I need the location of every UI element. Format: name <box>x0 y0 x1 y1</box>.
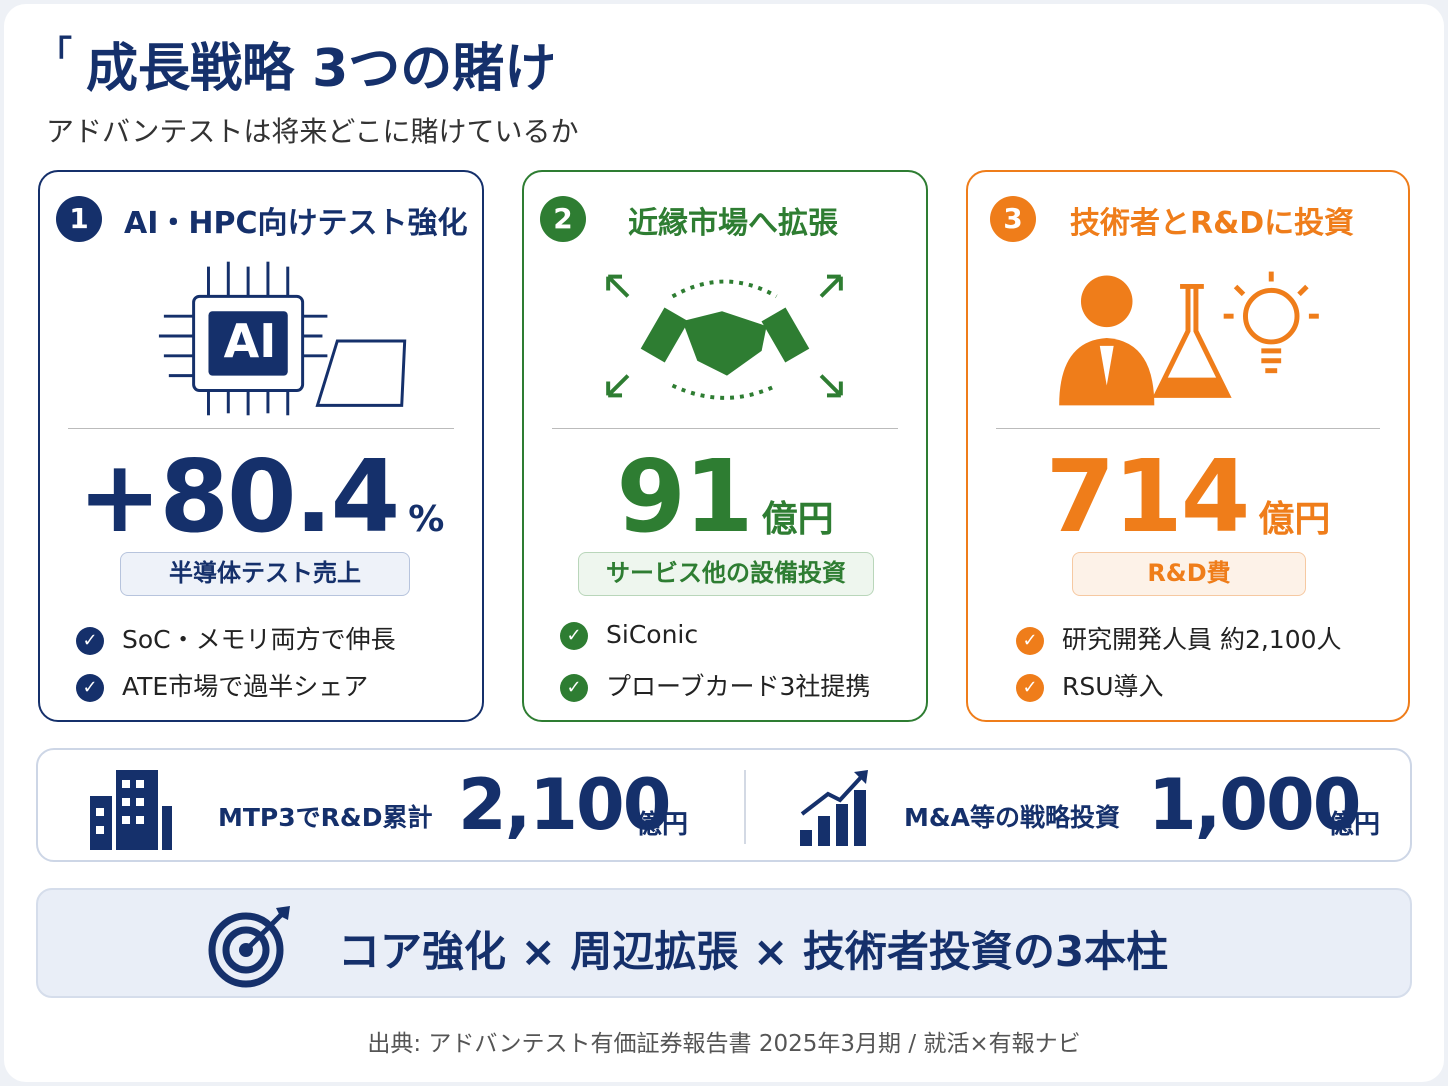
bullet-text: RSU導入 <box>1062 672 1164 701</box>
infographic: 「成長戦略 3つの賭け アドバンテストは将来どこに賭けているか 1 AI・HPC… <box>4 4 1444 1082</box>
title-mark: 「 <box>38 34 72 74</box>
card-value: 91 億円 <box>524 438 926 555</box>
card-label: 半導体テスト売上 <box>120 552 410 596</box>
card-heading: AI・HPC向けテスト強化 <box>124 206 468 241</box>
bullet: ✓ SiConic <box>560 620 698 650</box>
summary-label: M&A等の戦略投資 <box>904 803 1121 832</box>
footer: 出典: アドバンテスト有価証券報告書 2025年3月期 / 就活×有報ナビ <box>367 1031 1081 1057</box>
bullet: ✓ RSU導入 <box>1016 667 1164 703</box>
card-label: サービス他の設備投資 <box>578 552 874 596</box>
handshake-icon <box>606 274 843 400</box>
summary-unit: 億円 <box>636 810 689 840</box>
summary-label: MTP3でR&D累計 <box>218 803 433 832</box>
title: 「成長戦略 3つの賭け <box>38 26 556 101</box>
bullet-text: ATE市場で過半シェア <box>122 672 369 701</box>
icon-text: AI <box>223 314 277 368</box>
card-label: R&D費 <box>1072 552 1306 596</box>
card: 3 技術者とR&Dに投資 714 億円 R&D費 ✓ 研究開発人員 約2,100人 … <box>966 170 1410 722</box>
building-icon <box>90 770 172 850</box>
summary-unit: 億円 <box>1328 810 1381 840</box>
summary-box: MTP3でR&D累計 2,100 億円 M&A等の戦略投資 1,000 億円 <box>36 748 1412 862</box>
card: 1 AI・HPC向けテスト強化 AI +80.4% 半導体テスト売上 ✓ SoC・… <box>38 170 484 722</box>
card-value: +80.4% <box>40 438 482 555</box>
divider <box>552 428 898 429</box>
separator <box>744 770 746 844</box>
unit: % <box>408 499 445 540</box>
banner-text: コア強化 × 周辺拡張 × 技術者投資の3本柱 <box>338 927 1169 976</box>
value: 714 <box>1045 438 1251 555</box>
card-heading: 近縁市場へ拡張 <box>628 206 838 241</box>
value: 91 <box>616 438 753 555</box>
research-icon <box>1059 271 1319 406</box>
banner: コア強化 × 周辺拡張 × 技術者投資の3本柱 <box>36 888 1412 998</box>
title-text: 成長戦略 3つの賭け <box>86 39 557 99</box>
card: 2 近縁市場へ拡張 91 億円 サービス他の設備投資 ✓ SiConic ✓ プローブ… <box>522 170 928 722</box>
bullet-text: SoC・メモリ両方で伸長 <box>122 625 396 654</box>
card-value: 714 億円 <box>968 438 1408 555</box>
card-heading: 技術者とR&Dに投資 <box>1070 206 1355 241</box>
summary-value: 1,000 <box>1148 764 1361 846</box>
divider <box>996 428 1380 429</box>
card-number: 1 <box>56 196 102 242</box>
card-number: 3 <box>990 196 1036 242</box>
unit: 億円 <box>1258 499 1331 540</box>
value: +80.4 <box>77 438 401 555</box>
bullet: ✓ プローブカード3社提携 <box>560 667 870 703</box>
growth-icon <box>800 770 868 846</box>
bullet-text: 研究開発人員 約2,100人 <box>1062 625 1342 654</box>
summary-value: 2,100 <box>458 764 671 846</box>
card-number: 2 <box>540 196 586 242</box>
subtitle: アドバンテストは将来どこに賭けているか <box>46 115 579 148</box>
bullet: ✓ ATE市場で過半シェア <box>76 667 368 703</box>
chip-icon <box>158 261 407 416</box>
bullet: ✓ SoC・メモリ両方で伸長 <box>76 620 396 656</box>
bullet-text: SiConic <box>606 620 699 649</box>
divider <box>68 428 454 429</box>
bullet-text: プローブカード3社提携 <box>606 672 871 701</box>
target-icon <box>208 906 290 988</box>
unit: 億円 <box>761 499 834 540</box>
bullet: ✓ 研究開発人員 約2,100人 <box>1016 620 1342 656</box>
